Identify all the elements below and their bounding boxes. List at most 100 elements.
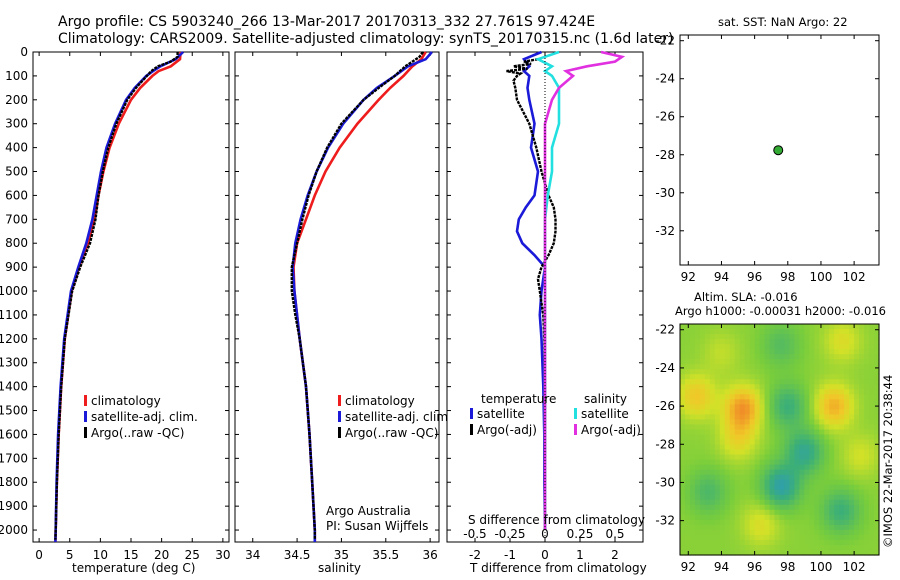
sla-cell [839,439,845,446]
sla-cell [854,369,860,375]
legend-swatch [84,427,87,438]
sla-cell [744,474,751,481]
sla-cell [699,374,706,380]
sla-cell [854,359,860,365]
sla-cell [849,364,855,370]
sla-cell [854,504,860,511]
sla-cell [684,419,691,426]
sla-cell [724,389,731,395]
sla-cell [799,479,805,486]
sla-cell [869,519,875,526]
sla-cell [874,404,880,410]
sla-cell [799,469,805,476]
sla-cell [804,389,810,395]
sla-cell [764,399,771,405]
sla-cell [769,474,776,481]
sla-cell [704,344,711,350]
sla-cell [794,429,800,436]
sla-cell [834,429,840,436]
sla-cell [749,439,756,446]
sla-cell [834,444,840,451]
sla-cell [729,499,736,506]
sla-cell [789,479,796,486]
sla-cell [794,529,800,536]
sla-cell [689,439,696,446]
sla-cell [754,484,761,491]
sla-cell [689,499,696,506]
sla-cell [764,429,771,436]
sla-cell [714,389,721,395]
sla-cell [864,374,870,380]
header-line2: Climatology: CARS2009. Satellite-adjuste… [58,31,673,47]
sla-cell [789,494,796,501]
sla-cell [874,449,880,456]
sla-cell [874,459,880,466]
sla-cell [874,349,880,355]
sla-cell [749,499,756,506]
sla-cell [694,524,701,531]
sla-title-line2: Argo h1000: -0.00031 h2000: -0.016 [675,304,886,318]
sla-cell [824,334,830,340]
sla-cell [829,404,835,410]
sla-cell [814,409,820,415]
sla-cell [809,504,815,511]
x-tick-label: 0 [541,548,549,562]
sla-cell [874,524,880,531]
sla-cell [829,529,835,536]
sla-cell [699,359,706,365]
sla-cell [824,339,830,345]
sla-cell [869,379,875,385]
sla-cell [834,494,840,501]
sla-cell [804,384,810,390]
sla-cell [824,359,830,365]
sla-cell [854,419,860,426]
sla-cell [854,394,860,400]
sla-cell [794,484,800,491]
sla-cell [714,539,721,546]
sla-cell [754,449,761,456]
sla-cell [704,354,711,360]
sla-cell [769,444,776,451]
sla-cell [804,519,810,526]
sla-cell [834,399,840,405]
sla-cell [764,409,771,415]
sla-cell [844,389,850,395]
sla-cell [844,504,850,511]
sla-cell [704,529,711,536]
sla-cell [859,474,865,481]
sla-cell [849,429,855,436]
temperature-xlabel: temperature (deg C) [72,561,195,575]
sla-cell [849,499,855,506]
sla-cell [764,529,771,536]
sla-cell [864,459,870,466]
sla-cell [829,544,835,551]
sla-cell [680,349,686,355]
sla-cell [729,459,736,466]
sla-cell [809,544,815,551]
sla-cell [754,334,761,340]
sla-cell [709,514,716,521]
sla-cell [774,474,781,481]
sla-cell [804,529,810,536]
sla-cell [774,344,781,350]
sla-cell [849,389,855,395]
sla-cell [754,544,761,551]
sla-cell [754,464,761,471]
sla-cell [849,489,855,496]
sla-cell [794,369,800,375]
sla-cell [759,499,766,506]
sla-cell [689,519,696,526]
sla-cell [729,379,736,385]
sla-cell [819,454,825,461]
sla-cell [684,354,691,360]
x-tick-label: 102 [843,270,866,284]
sla-cell [774,364,781,370]
sla-cell [734,364,741,370]
sla-cell [694,424,701,431]
sla-cell [684,369,691,375]
sla-cell [680,429,686,436]
sla-cell [734,504,741,511]
sla-cell [849,549,855,556]
sla-cell [719,514,726,521]
sla-cell [729,439,736,446]
